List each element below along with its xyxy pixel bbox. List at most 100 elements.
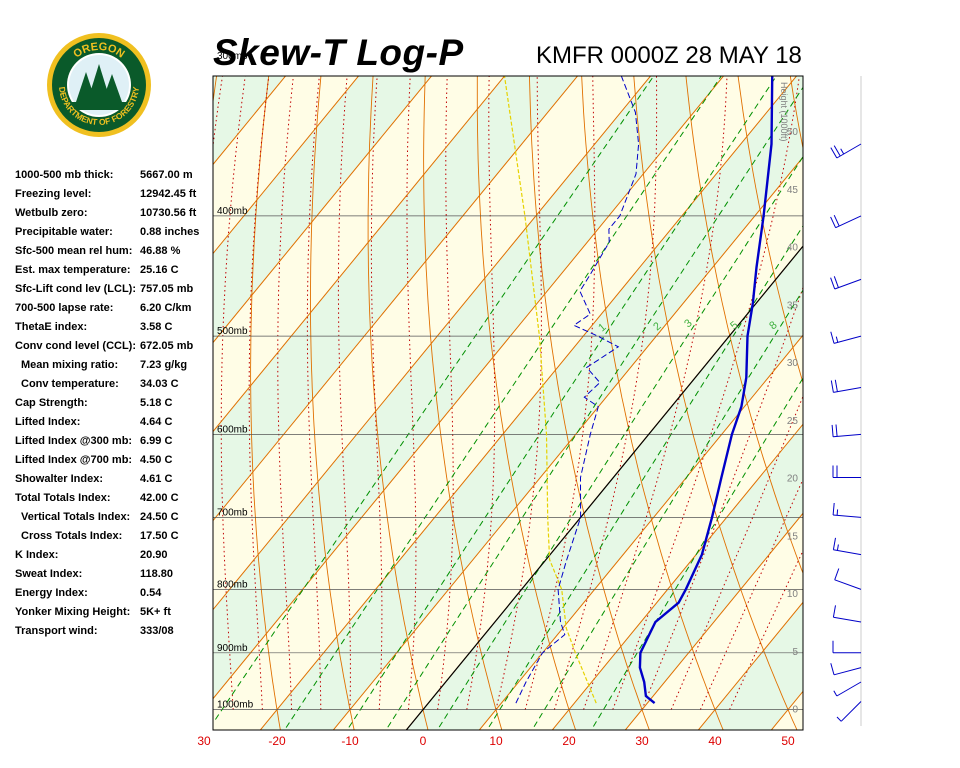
moist-adiabat — [553, 76, 658, 710]
stat-label: Sfc-500 mean rel hum: — [15, 245, 133, 257]
pressure-label: 1000mb — [217, 700, 254, 711]
stat-row: Vertical Totals Index: 24.50 C — [15, 508, 215, 527]
stat-value: 7.23 g/kg — [140, 359, 188, 371]
dewpoint-curve — [515, 76, 640, 704]
stat-label: Showalter Index: — [15, 473, 104, 485]
stat-row: Lifted Index @300 mb: 6.99 C — [15, 432, 215, 451]
wind-staff — [836, 143, 862, 159]
wind-staff — [833, 514, 862, 518]
isotherm — [332, 156, 803, 730]
isobar-grid — [213, 215, 803, 730]
stat-label: Vertical Totals Index: — [21, 511, 131, 523]
dry-adiabat — [789, 76, 803, 151]
x-tick-label: 0 — [420, 734, 427, 748]
mixing-ratio-line — [531, 289, 803, 730]
wind-flag — [830, 331, 835, 344]
pressure-label: 800mb — [217, 579, 248, 590]
stat-row: Total Totals Index: 42.00 C — [15, 489, 215, 508]
height-tick-label: 20 — [787, 474, 799, 485]
moist-adiabat — [277, 76, 294, 710]
moist-adiabat — [583, 76, 728, 710]
mixing-ratio-line — [213, 76, 655, 724]
wind-staff — [833, 667, 862, 676]
stat-row: Conv temperature: 34.03 C — [15, 375, 215, 394]
chart-title: Skew-T Log-P — [213, 32, 464, 73]
zero-isotherm — [405, 245, 803, 730]
height-axis-label: Height (1000ft) — [779, 82, 789, 142]
dry-adiabat — [250, 76, 281, 730]
wind-staff — [840, 701, 862, 722]
dry-adiabat — [529, 76, 650, 730]
wind-barb — [832, 502, 862, 518]
moist-adiabat — [466, 76, 496, 710]
wind-staff — [833, 387, 862, 393]
height-tick-label: 25 — [787, 416, 799, 427]
stat-value: 4.64 C — [140, 416, 173, 428]
stat-row: Wetbulb zero: 10730.56 ft — [15, 204, 215, 223]
logo-top-text: OREGON — [71, 41, 126, 61]
mixing-ratio-label: 3 — [682, 317, 694, 330]
temperature-curve — [638, 76, 774, 705]
stat-label: Cross Totals Index: — [21, 530, 123, 542]
stat-value: 4.50 C — [140, 454, 173, 466]
dry-adiabat — [367, 76, 429, 730]
stat-value: 4.61 C — [140, 473, 173, 485]
x-tick-label: -10 — [341, 734, 359, 748]
dry-adiabat — [476, 76, 577, 730]
wind-barb — [832, 537, 862, 556]
stat-value: 12942.45 ft — [140, 188, 197, 200]
stat-value: 6.99 C — [140, 435, 173, 447]
mixing-ratio-label: 1 — [596, 321, 608, 334]
stat-label: 700-500 lapse rate: — [15, 302, 114, 314]
wind-barb — [836, 701, 862, 722]
stat-value: 24.50 C — [140, 511, 179, 523]
height-tick-label: 45 — [787, 185, 799, 196]
isotherm-band — [213, 76, 724, 699]
stat-label: Yonker Mixing Height: — [15, 606, 131, 618]
wind-flag — [834, 568, 840, 580]
height-tick-label: 15 — [787, 531, 799, 542]
wind-barb — [831, 424, 862, 438]
wind-flag — [832, 537, 836, 550]
stat-row: Energy Index: 0.54 — [15, 584, 215, 603]
height-tick-label: 40 — [787, 243, 799, 254]
svg-text:OREGON: OREGON — [71, 41, 126, 61]
stat-row: 1000-500 mb thick: 5667.00 m — [15, 166, 215, 185]
dry-adiabat — [737, 76, 803, 385]
moist-adiabat — [641, 286, 803, 710]
isotherm-band — [479, 335, 803, 730]
stat-row: Conv cond level (CCL): 672.05 mb — [15, 337, 215, 356]
stat-row: Mean mixing ratio: 7.23 g/kg — [15, 356, 215, 375]
stat-label: Mean mixing ratio: — [21, 359, 119, 371]
wind-barb — [832, 640, 861, 654]
x-tick-label: -20 — [268, 734, 286, 748]
isotherm — [259, 76, 798, 730]
dry-adiabat — [213, 76, 218, 105]
wind-staff — [833, 616, 862, 623]
stat-row: Yonker Mixing Height: 5K+ ft — [15, 603, 215, 622]
stat-value: 10730.56 ft — [140, 207, 197, 219]
stat-value: 46.88 % — [140, 245, 181, 257]
isotherm-band — [552, 424, 803, 730]
x-tick-label: 20 — [562, 734, 576, 748]
dry-adiabat — [581, 76, 724, 730]
isotherm — [478, 334, 803, 730]
wind-flag — [833, 276, 839, 288]
stat-label: Lifted Index @700 mb: — [15, 454, 133, 466]
wind-half-flag — [836, 544, 839, 551]
mixing-ratio-line — [436, 155, 803, 730]
stat-value: 672.05 mb — [140, 340, 194, 352]
stat-label: Cap Strength: — [15, 397, 88, 409]
stat-value: 0.54 — [140, 587, 162, 599]
stat-label: ThetaE index: — [15, 321, 88, 333]
stat-row: Est. max temperature: 25.16 C — [15, 261, 215, 280]
wind-barbs — [830, 76, 862, 726]
stat-label: Precipitable water: — [15, 226, 113, 238]
x-tick-label: 30 — [635, 734, 649, 748]
isotherm-band — [698, 602, 803, 730]
stat-row: ThetaE index: 3.58 C — [15, 318, 215, 337]
isotherm — [551, 423, 803, 730]
wind-barb — [830, 379, 862, 393]
mixing-ratio-line — [283, 76, 722, 730]
stat-value: 118.80 — [140, 568, 174, 580]
